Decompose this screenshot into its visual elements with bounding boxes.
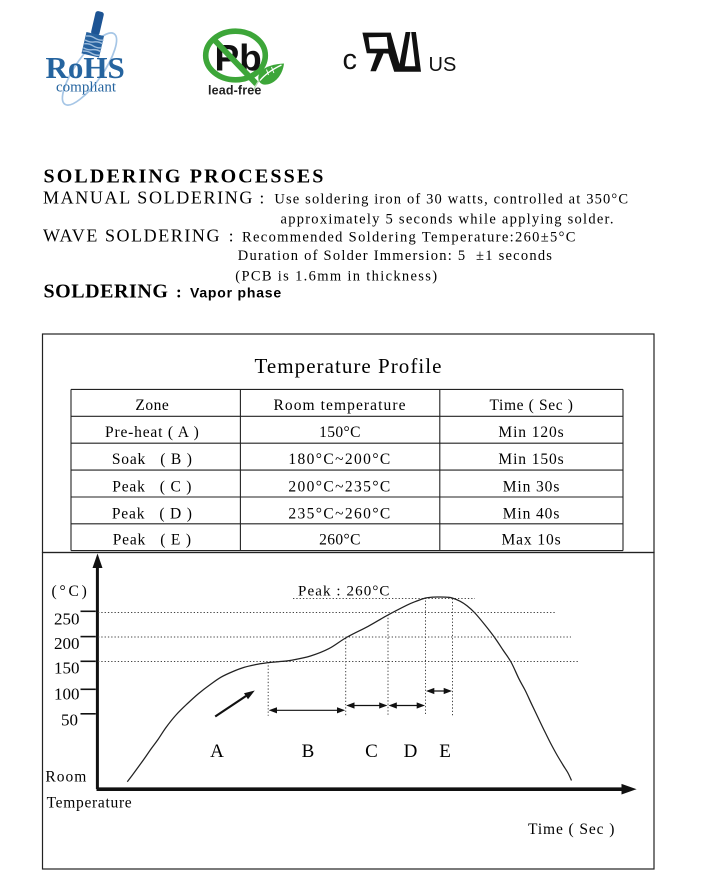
svg-text:Temperature Profile: Temperature Profile bbox=[255, 354, 443, 378]
svg-text:Min 150s: Min 150s bbox=[498, 451, 564, 468]
svg-text:(°C): (°C) bbox=[52, 583, 90, 600]
svg-text:Temperature: Temperature bbox=[47, 794, 133, 811]
svg-text:SOLDERING: SOLDERING bbox=[44, 281, 169, 303]
svg-text:D: D bbox=[404, 741, 418, 762]
svg-text:Time ( Sec ): Time ( Sec ) bbox=[489, 397, 573, 414]
svg-text:150°C: 150°C bbox=[319, 424, 361, 441]
svg-text:WAVE SOLDERING: WAVE SOLDERING bbox=[43, 225, 221, 245]
svg-text:Zone: Zone bbox=[135, 397, 169, 414]
svg-text:Peak ( C ): Peak ( C ) bbox=[112, 478, 192, 495]
svg-text:Min 40s: Min 40s bbox=[503, 506, 561, 523]
svg-text::: : bbox=[229, 226, 234, 245]
svg-text:Min 120s: Min 120s bbox=[498, 424, 564, 441]
svg-text:250: 250 bbox=[54, 609, 80, 628]
svg-text:MANUAL SOLDERING: MANUAL SOLDERING bbox=[43, 188, 254, 208]
svg-text:150: 150 bbox=[54, 659, 80, 678]
svg-text:50: 50 bbox=[61, 711, 78, 730]
svg-text:Time ( Sec ): Time ( Sec ) bbox=[528, 821, 615, 838]
svg-text:Peak ( E ): Peak ( E ) bbox=[113, 532, 192, 549]
svg-text:Max 10s: Max 10s bbox=[501, 532, 561, 549]
svg-text:B: B bbox=[302, 741, 315, 762]
svg-text:compliant: compliant bbox=[56, 80, 117, 96]
svg-text:Pre-heat ( A ): Pre-heat ( A ) bbox=[105, 424, 200, 441]
svg-text:approximately 5 seconds while: approximately 5 seconds while applying s… bbox=[281, 212, 615, 228]
svg-text::: : bbox=[176, 283, 182, 302]
svg-text:US: US bbox=[429, 54, 457, 76]
svg-text:100: 100 bbox=[54, 685, 80, 704]
svg-text:E: E bbox=[439, 741, 451, 762]
svg-text::: : bbox=[260, 189, 265, 208]
svg-text:C: C bbox=[365, 741, 378, 762]
svg-text:Peak : 260°C: Peak : 260°C bbox=[298, 584, 391, 600]
svg-text:200°C~235°C: 200°C~235°C bbox=[288, 478, 391, 495]
svg-text:Soak ( B ): Soak ( B ) bbox=[112, 451, 193, 468]
svg-text:Min 30s: Min 30s bbox=[503, 478, 561, 495]
svg-text:Vapor phase: Vapor phase bbox=[190, 285, 282, 301]
svg-text:Room temperature: Room temperature bbox=[273, 397, 406, 414]
svg-text:SOLDERING PROCESSES: SOLDERING PROCESSES bbox=[44, 166, 326, 188]
svg-text:180°C~200°C: 180°C~200°C bbox=[288, 451, 391, 468]
svg-text:RoHS: RoHS bbox=[46, 50, 125, 85]
svg-text:A: A bbox=[210, 741, 224, 762]
svg-text:260°C: 260°C bbox=[319, 532, 361, 549]
svg-text:c: c bbox=[343, 44, 358, 76]
svg-text:Peak ( D ): Peak ( D ) bbox=[112, 506, 193, 523]
svg-text:Duration of Solder Immersion:: Duration of Solder Immersion: 5 ±1 secon… bbox=[238, 248, 553, 264]
svg-text:(PCB is 1.6mm in thickness): (PCB is 1.6mm in thickness) bbox=[235, 268, 438, 284]
svg-text:Use soldering iron of 30 watts: Use soldering iron of 30 watts, controll… bbox=[274, 192, 629, 208]
svg-text:Room: Room bbox=[45, 768, 87, 785]
svg-text:lead-free: lead-free bbox=[208, 84, 261, 98]
svg-text:200: 200 bbox=[54, 634, 80, 653]
svg-text:Recommended Soldering Temperat: Recommended Soldering Temperature:260±5°… bbox=[242, 229, 577, 245]
svg-text:235°C~260°C: 235°C~260°C bbox=[288, 506, 391, 523]
